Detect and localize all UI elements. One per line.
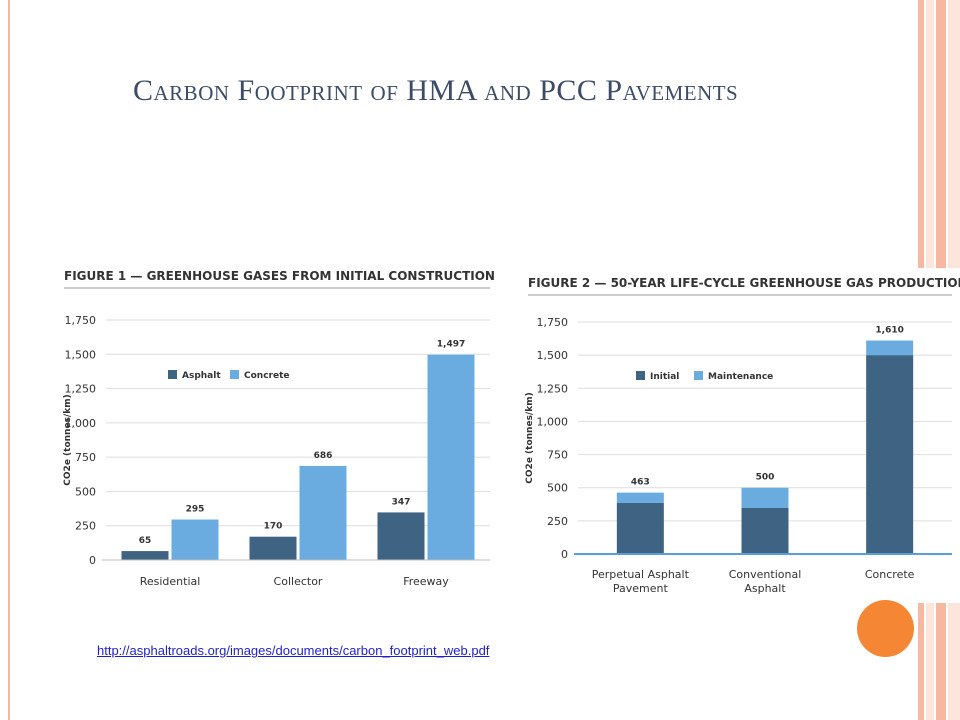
category-label: Freeway [403, 575, 449, 588]
category-label: Conventional [729, 568, 802, 581]
legend-label-asphalt: Asphalt [182, 371, 221, 381]
legend-label-maintenance: Maintenance [708, 372, 773, 382]
chart-title: FIGURE 2 — 50-YEAR LIFE-CYCLE GREENHOUSE… [528, 276, 960, 290]
bar-asphalt [121, 551, 169, 560]
source-link[interactable]: http://asphaltroads.org/images/documents… [97, 643, 490, 658]
bar-concrete [299, 465, 347, 560]
legend-swatch-initial [636, 371, 645, 380]
bar-initial [616, 502, 664, 554]
y-tick-label: 750 [547, 449, 568, 462]
y-tick-label: 1,000 [537, 415, 569, 428]
data-label: 500 [756, 473, 775, 483]
chart-title: FIGURE 1 — GREENHOUSE GASES FROM INITIAL… [64, 269, 495, 283]
y-tick-label: 1,500 [537, 349, 569, 362]
legend-label-concrete: Concrete [244, 371, 289, 381]
data-label: 1,610 [875, 326, 903, 336]
y-axis-label: CO2e (tonnes/km) [525, 392, 535, 483]
bar-asphalt [377, 512, 425, 560]
y-tick-label: 750 [75, 451, 96, 464]
y-tick-label: 1,750 [65, 314, 97, 327]
bar-concrete [427, 354, 475, 560]
y-tick-label: 250 [547, 515, 568, 528]
bar-initial [866, 355, 914, 554]
bar-initial [741, 507, 789, 554]
bar-asphalt [249, 536, 297, 560]
bar-maintenance [616, 492, 664, 503]
bar-maintenance [866, 340, 914, 356]
category-label: Collector [274, 575, 323, 588]
legend-swatch-concrete [230, 370, 239, 379]
data-label: 295 [186, 505, 205, 515]
y-tick-label: 250 [75, 520, 96, 533]
category-label: Perpetual Asphalt [592, 568, 690, 581]
legend-swatch-maintenance [694, 371, 703, 380]
data-label: 686 [314, 451, 333, 461]
slide-title: Carbon Footprint of HMA and PCC Pavement… [133, 74, 739, 107]
figure-2-chart: FIGURE 2 — 50-YEAR LIFE-CYCLE GREENHOUSE… [520, 268, 960, 603]
category-label: Concrete [865, 568, 915, 581]
y-tick-label: 1,000 [65, 417, 97, 430]
y-tick-label: 1,250 [537, 382, 569, 395]
legend-label-initial: Initial [650, 372, 679, 382]
data-label: 463 [631, 478, 650, 488]
y-tick-label: 500 [547, 482, 568, 495]
decorative-circle [857, 600, 914, 657]
legend-swatch-asphalt [168, 370, 177, 379]
bar-concrete [171, 519, 219, 560]
y-tick-label: 1,750 [537, 316, 569, 329]
data-label: 1,497 [437, 340, 465, 350]
left-decoration-line [8, 0, 10, 720]
data-label: 65 [139, 536, 152, 546]
y-tick-label: 1,500 [65, 348, 97, 361]
data-label: 347 [392, 497, 411, 507]
data-label: 170 [264, 522, 283, 532]
y-tick-label: 0 [561, 548, 568, 561]
y-tick-label: 0 [89, 554, 96, 567]
y-tick-label: 500 [75, 485, 96, 498]
bar-maintenance [741, 487, 789, 508]
category-label: Residential [140, 575, 201, 588]
figure-1-chart: FIGURE 1 — GREENHOUSE GASES FROM INITIAL… [58, 262, 498, 602]
y-tick-label: 1,250 [65, 383, 97, 396]
y-axis-label: CO2e (tonnes/km) [63, 394, 73, 485]
category-label: Asphalt [744, 582, 786, 595]
category-label: Pavement [613, 582, 669, 595]
